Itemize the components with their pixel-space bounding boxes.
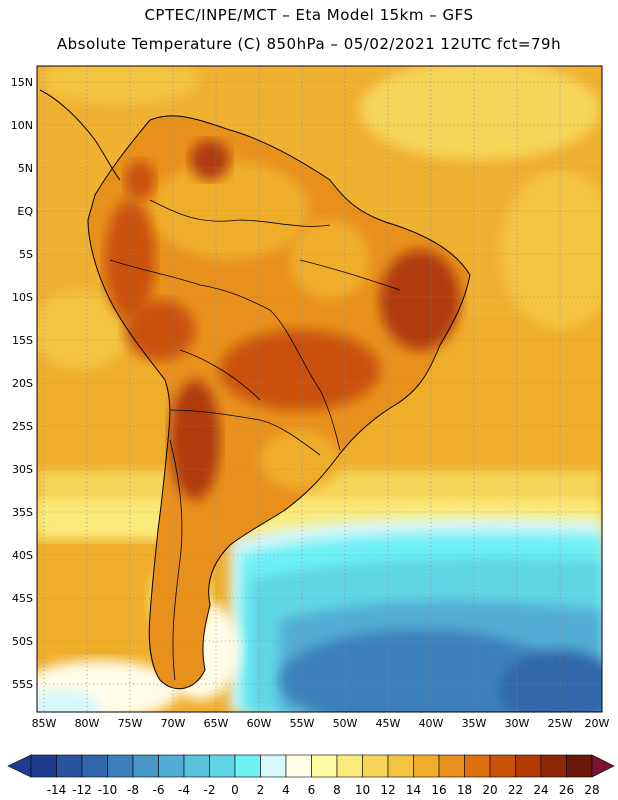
colorbar-swatch [515,754,542,778]
colorbar-swatch [566,754,593,778]
lat-label: 15S [12,334,33,347]
colorbar-swatch [438,754,465,778]
country-borders [109,199,401,681]
lon-label: 40W [418,717,444,730]
colorbar-swatch [209,754,236,778]
temperature-field [37,66,602,712]
colorbar-swatch [285,754,312,778]
lon-label: 60W [246,717,272,730]
colorbar-tick-label: -6 [152,783,165,797]
coastline [87,115,471,690]
lon-label: 20W [584,717,610,730]
lat-label: 25S [12,420,33,433]
colorbar-tick-label: -8 [127,783,139,797]
colorbar-swatch [132,754,159,778]
colorbar-tick-label: 26 [558,783,575,797]
colorbar-tick-label: -2 [203,783,216,797]
lon-label: 25W [547,717,573,730]
map-frame [36,65,603,713]
colorbar-tick-label: 20 [482,783,498,797]
colorbar-tick-label: 0 [231,783,239,797]
colorbar-tick-label: -4 [178,783,190,797]
colorbar-tick-label: 28 [584,783,600,797]
colorbar-swatch [413,754,440,778]
map-title-line-1: CPTEC/INPE/MCT – Eta Model 15km – GFS [144,6,474,24]
lat-label: 45S [12,592,33,605]
lat-label: 20S [12,377,33,390]
lat-label: 55S [12,678,33,691]
colorbar-tick-label: -12 [72,783,92,797]
lon-label: 70W [160,717,186,730]
colorbar-tick-label: 2 [256,783,265,797]
lon-label: 50W [332,717,358,730]
colorbar-swatch [81,754,108,778]
colorbar-tick-label: 16 [431,783,447,797]
lon-label: 75W [117,717,143,730]
lon-label: 80W [74,717,100,730]
lat-label: 5N [17,162,33,175]
colorbar-tick-label: 8 [333,783,341,797]
lat-label: 10N [10,119,33,132]
lat-label: 5S [19,248,33,261]
colorbar-swatch [56,754,83,778]
colorbar-swatch [107,754,134,778]
central-america-coastline [39,89,121,181]
lon-label: 45W [375,717,401,730]
lat-label: EQ [17,205,33,218]
colorbar-swatch [183,754,210,778]
map-title-line-2: Absolute Temperature (C) 850hPa – 05/02/… [56,35,562,53]
colorbar-swatch [311,754,338,778]
colorbar-tick-label: 6 [307,783,316,797]
colorbar-swatch [336,754,363,778]
colorbar-tick-label: 10 [354,783,371,797]
colorbar-swatch [30,754,57,778]
colorbar-swatch [489,754,516,778]
colorbar-arrow-low [7,754,32,778]
colorbar-tick-label: 12 [380,783,396,797]
lat-label: 15N [10,76,33,89]
colorbar [7,754,615,778]
colorbar-tick-label: -10 [97,783,118,797]
colorbar-tick-label: 24 [533,783,549,797]
lon-label: 85W [31,717,57,730]
colorbar-swatch [540,754,567,778]
colorbar-arrow-high [591,754,615,778]
lon-label: 35W [461,717,487,730]
lon-label: 65W [203,717,229,730]
colorbar-swatch [158,754,185,778]
lat-label: 35S [12,506,33,519]
colorbar-tick-label: 14 [405,783,422,797]
colorbar-swatch [260,754,287,778]
colorbar-swatch [234,754,261,778]
colorbar-tick-label: -14 [46,783,67,797]
colorbar-tick-label: 18 [456,783,473,797]
colorbar-swatch [464,754,491,778]
lat-label: 40S [12,549,33,562]
colorbar-swatch [387,754,414,778]
lon-label: 55W [289,717,315,730]
colorbar-swatch [362,754,389,778]
lat-label: 50S [12,635,33,648]
colorbar-tick-label: 22 [507,783,524,797]
lat-label: 30S [12,463,33,476]
colorbar-tick-label: 4 [282,783,290,797]
lon-label: 30W [504,717,530,730]
lat-label: 10S [12,291,33,304]
